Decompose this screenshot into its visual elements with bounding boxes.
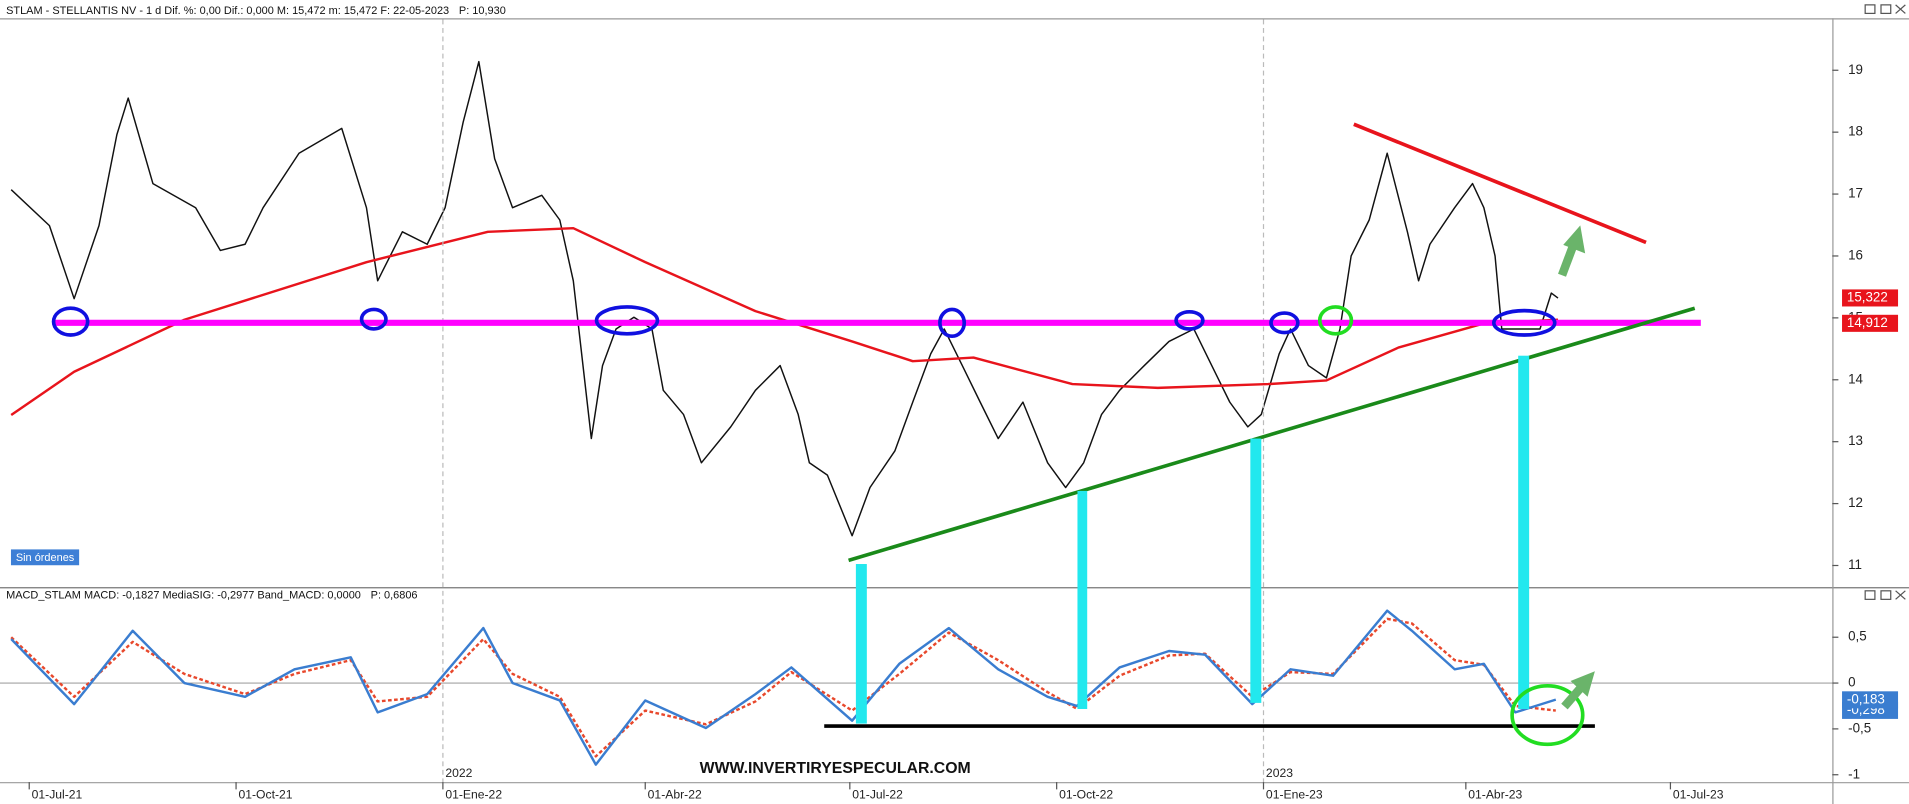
highlight-ellipse <box>1492 308 1557 337</box>
highlight-ellipse <box>594 305 660 336</box>
trend-line <box>848 306 1696 563</box>
highlight-ellipse <box>51 306 90 337</box>
y-tick-label: 12 <box>1848 495 1863 510</box>
window-close[interactable] <box>1895 4 1906 14</box>
arrow-head <box>1563 225 1586 254</box>
highlight-ellipse <box>1317 305 1354 336</box>
x-tick-label: 01-Oct-22 <box>1059 788 1113 802</box>
marker-bar <box>1077 490 1088 709</box>
watermark: WWW.INVERTIRYESPECULAR.COM <box>700 760 971 777</box>
year-label: 2022 <box>445 766 472 780</box>
series-line <box>10 60 1559 537</box>
highlight-ellipse <box>1174 310 1205 331</box>
arrow-head <box>1570 671 1595 697</box>
last-value-box <box>1842 289 1899 307</box>
y-tick-label: -1 <box>1848 766 1860 781</box>
status-badge <box>10 549 80 566</box>
chart-title: STLAM - STELLANTIS NV - 1 d Dif. %: 0,00… <box>6 5 449 17</box>
frame <box>0 4 1909 804</box>
window-button[interactable] <box>1864 590 1876 600</box>
x-tick-label: 01-Abr-23 <box>1468 788 1522 802</box>
y-tick-label: 0 <box>1848 675 1855 690</box>
series-line <box>10 226 1559 417</box>
series-line <box>10 609 1557 766</box>
chart-title: MACD_STLAM MACD: -0,1827 MediaSIG: -0,29… <box>6 590 361 602</box>
marker-bar <box>1518 355 1530 709</box>
x-tick-label: 01-Ene-22 <box>445 788 502 802</box>
x-tick-label: 01-Jul-23 <box>1673 788 1724 802</box>
y-tick-label: 0,5 <box>1848 629 1867 644</box>
marker-bar <box>1250 438 1262 703</box>
x-tick-label: 01-Jul-21 <box>32 788 83 802</box>
x-tick-label: 01-Jul-22 <box>852 788 903 802</box>
last-value-label: 14,912 <box>1847 315 1888 330</box>
year-label: 2023 <box>1266 766 1293 780</box>
y-tick-label: 16 <box>1848 247 1863 262</box>
x-tick-label: 01-Oct-21 <box>238 788 292 802</box>
plot-area: 11121314151617181915,32214,9120,50-0,5-1… <box>0 19 1899 802</box>
y-tick-label: 18 <box>1848 124 1863 139</box>
y-tick-label: 17 <box>1848 186 1863 201</box>
labels: STLAM - STELLANTIS NV - 1 d Dif. %: 0,00… <box>6 5 971 777</box>
status-text: Sin órdenes <box>16 552 75 564</box>
chart-subtitle: P: 0,6806 <box>371 590 418 602</box>
last-value-label: 15,322 <box>1847 289 1888 304</box>
last-value-label: -0,183 <box>1847 691 1885 706</box>
last-value-box <box>1842 314 1899 332</box>
y-tick-label: 19 <box>1848 62 1863 77</box>
y-tick-label: 13 <box>1848 433 1863 448</box>
highlight-ellipse <box>359 307 388 331</box>
x-tick-label: 01-Ene-23 <box>1266 788 1323 802</box>
x-tick-label: 01-Abr-22 <box>648 788 702 802</box>
arrow <box>1561 685 1584 710</box>
y-tick-label: 11 <box>1848 557 1862 572</box>
annotations <box>51 122 1701 747</box>
highlight-ellipse <box>938 307 967 339</box>
chart-subtitle: P: 10,930 <box>459 5 506 17</box>
marker-bar <box>855 564 867 724</box>
window-button[interactable] <box>1864 4 1876 15</box>
y-tick-label: -0,5 <box>1848 720 1871 735</box>
window-close[interactable] <box>1895 590 1906 600</box>
resistance-line <box>1353 122 1647 245</box>
arrow <box>1558 244 1577 277</box>
window-button[interactable] <box>1880 590 1892 600</box>
highlight-ellipse <box>1510 684 1585 747</box>
highlight-ellipse <box>1269 311 1300 335</box>
last-value-box <box>1842 691 1899 709</box>
window-button[interactable] <box>1880 4 1892 15</box>
y-tick-label: 14 <box>1848 371 1863 386</box>
